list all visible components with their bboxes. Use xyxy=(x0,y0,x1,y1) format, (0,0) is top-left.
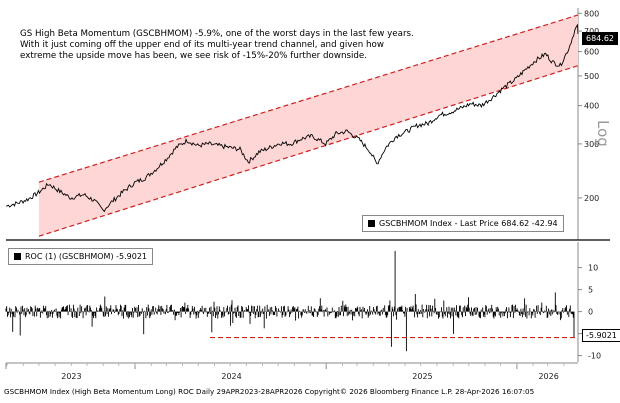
y-tick-label: 500 xyxy=(584,72,599,81)
y-tick-label: 10 xyxy=(588,264,598,273)
price-panel: 200 300 400 500 600 700 800 Log xyxy=(5,8,612,241)
y-tick-label: 300 xyxy=(584,140,599,149)
y-tick-label: 5 xyxy=(588,286,593,295)
price-legend-label: GSCBHMOM Index - Last Price 684.62 -42.9… xyxy=(379,219,558,228)
x-tick-label: 2025 xyxy=(412,372,432,381)
annotation-line-3: extreme the upside move has been, we see… xyxy=(20,51,368,61)
x-tick-label: 2023 xyxy=(61,372,81,381)
x-axis: 2023 2024 2025 2026 xyxy=(5,362,578,381)
channel-lower-line xyxy=(38,65,579,237)
trend-channel xyxy=(38,14,578,237)
y-tick-label: 600 xyxy=(584,48,599,57)
y-tick-label: 800 xyxy=(584,9,599,18)
roc-panel: -10 0 5 10 xyxy=(5,242,601,362)
y-axis-label: Log xyxy=(594,120,612,147)
y-tick-label: -10 xyxy=(588,352,601,361)
roc-legend: ROC (1) (GSCBHMOM) -5.9021 xyxy=(8,248,153,265)
price-legend: GSCBHMOM Index - Last Price 684.62 -42.9… xyxy=(362,215,564,232)
last-roc-tag: -5.9021 xyxy=(582,329,620,342)
annotation-line-2: With it just coming off the upper end of… xyxy=(20,40,384,50)
chart-footer: GSCBHMOM Index (High Beta Momentum Long)… xyxy=(4,387,535,396)
legend-swatch xyxy=(14,253,21,260)
y-tick-label: 0 xyxy=(588,308,593,317)
channel-upper-line xyxy=(38,14,579,183)
x-tick-label: 2026 xyxy=(538,372,558,381)
chart-annotation: GS High Beta Momentum (GSCBHMOM) -5.9%, … xyxy=(20,29,440,62)
y-tick-label: 400 xyxy=(584,102,599,111)
price-series-line xyxy=(5,23,579,213)
x-tick-label: 2024 xyxy=(221,372,241,381)
roc-legend-label: ROC (1) (GSCBHMOM) -5.9021 xyxy=(25,252,147,261)
legend-swatch xyxy=(368,220,375,227)
y-tick-label: 700 xyxy=(584,27,599,36)
y-tick-label: 200 xyxy=(584,194,599,203)
last-price-tag: 684.62 xyxy=(582,32,618,45)
annotation-line-1: GS High Beta Momentum (GSCBHMOM) -5.9%, … xyxy=(20,29,414,39)
